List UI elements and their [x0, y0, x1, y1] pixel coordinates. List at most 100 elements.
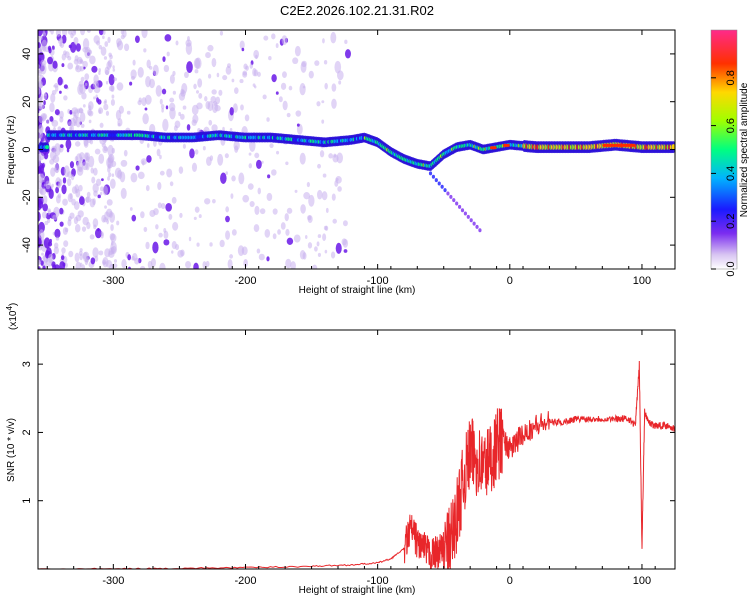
spectrogram-noise-speckle [73, 216, 79, 225]
spectrogram-noise-speckle [106, 199, 113, 206]
spectrogram-noise-speckle [325, 207, 329, 213]
snr-xtick-label: -100 [367, 575, 389, 587]
colorbar-ticks: 0.0 0.2 0.4 0.6 0.8 [711, 70, 737, 277]
spectrogram-noise-speckle [216, 72, 220, 78]
snr-plot-area [38, 330, 675, 569]
spectrogram-noise-speckle [117, 122, 121, 127]
spectrogram-noise-speckle [307, 215, 312, 221]
spectrogram-noise-speckle [168, 213, 173, 220]
spectrogram-noise-speckle [81, 264, 86, 269]
spectrogram-noise-speckle [252, 83, 256, 87]
spectrogram-noise-speckle [69, 161, 75, 169]
spectrogram-noise-speckle [232, 103, 238, 113]
figure-title: C2E2.2026.102.21.31.R02 [280, 3, 434, 18]
spectrogram-noise-speckle [322, 38, 325, 44]
spectrogram-noise-speckle [104, 99, 107, 103]
spectrogram-noise-speckle [46, 119, 50, 124]
spectrogram-noise-speckle [83, 139, 89, 148]
spectrogram-noise-speckle [58, 38, 63, 45]
spectrogram-branch-cell [463, 211, 467, 216]
spectrogram-noise-speckle [38, 203, 42, 211]
spectrogram-noise-speckle [344, 49, 351, 59]
spectrogram-noise-speckle [80, 30, 86, 36]
spectrogram-noise-speckle [157, 202, 162, 209]
spectrogram-xtick-label: -100 [367, 275, 389, 287]
spectrogram-xtick-label: -300 [102, 275, 124, 287]
spectrogram-noise-speckle [141, 30, 148, 39]
spectrogram-noise-speckle [198, 214, 202, 219]
spectrogram-noise-speckle [271, 169, 277, 176]
spectrogram-noise-speckle [278, 96, 283, 103]
spectrogram-noise-speckle [205, 260, 210, 268]
spectrogram-noise-speckle [130, 172, 138, 183]
spectrogram-noise-speckle [225, 171, 228, 175]
spectrogram-noise-speckle [324, 249, 328, 254]
spectrogram-ytick-label: 40 [21, 48, 33, 60]
spectrogram-noise-speckle [41, 39, 47, 49]
spectrogram-noise-speckle [101, 214, 106, 223]
spectrogram-branch-cell [446, 191, 450, 196]
spectrogram-branch-cell [478, 228, 482, 233]
spectrogram-noise-speckle [89, 55, 96, 65]
spectrogram-peak-band [489, 146, 497, 150]
spectrogram-noise-speckle [285, 161, 289, 166]
spectrogram-noise-speckle [248, 152, 252, 156]
spectrogram-noise-speckle [47, 56, 54, 65]
snr-ytick-label: 1 [21, 498, 33, 504]
spectrogram-noise-speckle [59, 43, 63, 47]
spectrogram-noise-speckle [233, 140, 240, 151]
spectrogram-noise-speckle [225, 230, 231, 240]
spectrogram-noise-speckle [197, 127, 201, 134]
spectrogram-xtick-label: 100 [633, 275, 651, 287]
spectrogram-branch-cell [434, 178, 438, 183]
spectrogram-noise-speckle [38, 229, 45, 241]
spectrogram-noise-speckle [334, 60, 342, 74]
spectrogram-noise-speckle [204, 198, 211, 205]
spectrogram-noise-speckle [116, 38, 122, 46]
spectrogram-branch-cell [443, 188, 447, 193]
spectrogram-noise-speckle [258, 253, 265, 261]
spectrogram-noise-speckle [110, 160, 117, 168]
spectrogram-noise-speckle [145, 184, 150, 192]
spectrogram-noise-speckle [209, 242, 213, 247]
spectrogram-noise-speckle [124, 43, 130, 52]
spectrogram-noise-speckle [231, 78, 235, 83]
spectrogram-noise-speckle [98, 109, 102, 114]
spectrogram-noise-speckle [146, 143, 150, 148]
spectrogram-noise-speckle [264, 229, 271, 238]
spectrogram-noise-speckle [208, 119, 213, 126]
spectrogram-noise-speckle [165, 202, 172, 212]
spectrogram-noise-speckle [303, 192, 311, 200]
spectrogram-noise-speckle [59, 90, 62, 94]
spectrogram-noise-speckle [53, 246, 59, 255]
spectrogram-noise-speckle [129, 81, 133, 86]
spectrogram-noise-speckle [177, 250, 184, 258]
spectrogram-noise-speckle [193, 83, 197, 90]
spectrogram-noise-speckle [335, 242, 342, 254]
snr-line-layer [38, 360, 675, 569]
spectrogram-noise-speckle [100, 231, 104, 237]
spectrogram-noise-speckle [317, 234, 322, 239]
spectrogram-noise-speckle [205, 101, 211, 110]
spectrogram-noise-speckle [293, 234, 301, 243]
spectrogram-noise-speckle [321, 191, 328, 201]
spectrogram-noise-speckle [38, 180, 42, 190]
spectrogram-noise-speckle [92, 80, 99, 89]
spectrogram-noise-speckle [285, 228, 290, 236]
spectrogram-noise-speckle [40, 176, 44, 182]
spectrogram-noise-speckle [218, 89, 223, 96]
spectrogram-noise-speckle [38, 211, 41, 222]
spectrogram-noise-speckle [238, 172, 245, 185]
spectrogram-noise-speckle [54, 242, 59, 249]
spectrogram-noise-speckle [87, 109, 92, 116]
spectrogram-noise-speckle [75, 64, 79, 70]
spectrogram-noise-speckle [178, 166, 184, 174]
spectrogram-noise-speckle [192, 114, 199, 124]
spectrogram-noise-speckle [280, 222, 286, 230]
spectrogram-noise-speckle [57, 183, 61, 189]
spectrogram-noise-speckle [109, 54, 113, 60]
spectrogram-noise-speckle [331, 98, 337, 109]
spectrogram-noise-speckle [243, 63, 248, 70]
spectrogram-noise-speckle [157, 181, 162, 191]
spectrogram-noise-speckle [331, 83, 337, 92]
